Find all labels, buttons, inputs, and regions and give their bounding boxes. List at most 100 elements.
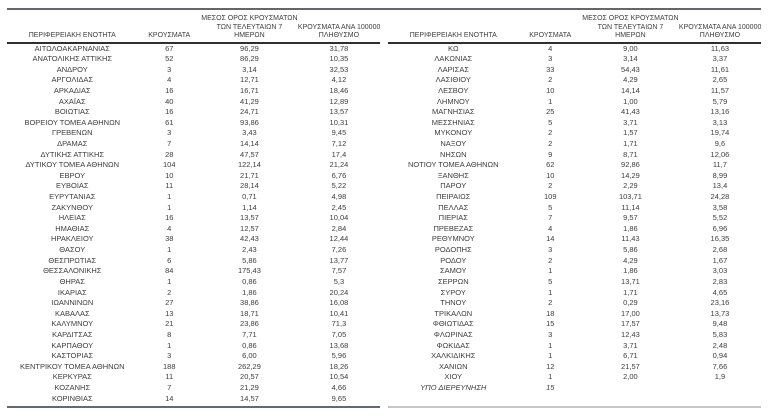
table-header: ΠΕΡΙΦΕΡΕΙΑΚΗ ΕΝΟΤΗΤΑ ΚΡΟΥΣΜΑΤΑ ΜΕΣΟΣ ΟΡΟ… <box>388 10 761 44</box>
cases-cell: 4 <box>548 43 553 53</box>
region-cell: ΒΟΙΩΤΙΑΣ <box>54 107 90 117</box>
table-row: ΛΑΡΙΣΑΣ 33 54,43 11,61 <box>388 65 761 76</box>
cases-cell: 2 <box>548 298 553 308</box>
avg7-cell: 103,71 <box>618 192 642 202</box>
region-cell: ΑΧΑΪΑΣ <box>58 96 86 106</box>
avg7-cell: 47,57 <box>240 149 259 159</box>
table-row: ΕΥΡΥΤΑΝΙΑΣ 1 0,71 4,98 <box>7 192 380 203</box>
per100k-cell: 17,4 <box>331 149 347 159</box>
region-cell: ΗΜΑΘΙΑΣ <box>55 223 90 233</box>
header-region: ΠΕΡΙΦΕΡΕΙΑΚΗ ΕΝΟΤΗΤΑ <box>7 32 138 41</box>
per100k-cell: 8,99 <box>712 170 728 180</box>
table-row: ΜΑΓΝΗΣΙΑΣ 25 41,43 13,16 <box>388 107 761 118</box>
avg7-cell: 17,57 <box>621 319 640 329</box>
per100k-cell: 4,66 <box>331 383 347 392</box>
cases-cell: 13 <box>165 308 174 318</box>
per100k-cell: 2,83 <box>712 276 728 286</box>
per100k-cell: 11,63 <box>710 43 730 53</box>
region-cell: ΣΕΡΡΩΝ <box>437 276 469 286</box>
table-row: ΦΛΩΡΙΝΑΣ 3 12,43 5,83 <box>388 330 761 341</box>
header-avg7: ΜΕΣΟΣ ΟΡΟΣ ΚΡΟΥΣΜΑΤΩΝ ΤΩΝ ΤΕΛΕΥΤΑΙΩΝ 7 Η… <box>582 15 679 41</box>
cases-cell: 7 <box>167 138 172 148</box>
table-row: ΚΑΡΠΑΘΟΥ 1 0,86 13,68 <box>7 341 380 352</box>
table-row: ΠΕΛΛΑΣ 5 11,14 3,58 <box>388 203 761 214</box>
per100k-cell: 16,08 <box>329 298 349 308</box>
region-cell: ΑΡΚΑΔΙΑΣ <box>53 85 91 95</box>
table-row: ΓΡΕΒΕΝΩΝ 3 3,43 9,45 <box>7 128 380 139</box>
per100k-cell: 5,3 <box>333 276 345 286</box>
header-per100k-line1: ΚΡΟΥΣΜΑΤΑ ΑΝΑ 100000 <box>297 23 380 31</box>
per100k-cell: 7,57 <box>331 266 347 276</box>
table-row: ΠΙΕΡΙΑΣ 7 9,57 5,52 <box>388 213 761 224</box>
cases-cell: 16 <box>165 213 174 223</box>
region-cell: ΛΗΜΝΟΥ <box>436 96 470 106</box>
avg7-cell: 5,86 <box>242 255 257 265</box>
region-cell: ΓΡΕΒΕΝΩΝ <box>51 128 93 138</box>
per100k-cell: 9,45 <box>331 128 347 138</box>
table-row: ΜΕΣΣΗΝΙΑΣ 5 3,71 3,13 <box>388 118 761 129</box>
per100k-cell: 12,06 <box>710 149 730 159</box>
table-row: ΚΟΖΑΝΗΣ 7 21,29 4,66 <box>7 383 380 394</box>
table-row: ΧΙΟΥ 1 2,00 1,9 <box>388 372 761 383</box>
region-cell: ΥΠΟ ΔΙΕΡΕΥΝΗΣΗ <box>420 383 487 392</box>
table-row: ΙΚΑΡΙΑΣ 2 1,86 20,24 <box>7 288 380 299</box>
header-cases: ΚΡΟΥΣΜΑΤΑ <box>519 32 582 41</box>
avg7-cell: 262,29 <box>237 361 261 371</box>
avg7-cell: 2,29 <box>623 181 638 191</box>
per100k-cell: 5,52 <box>712 213 728 223</box>
region-cell: ΗΛΕΙΑΣ <box>58 213 86 223</box>
regional-cases-report: ΠΕΡΙΦΕΡΕΙΑΚΗ ΕΝΟΤΗΤΑ ΚΡΟΥΣΜΑΤΑ ΜΕΣΟΣ ΟΡΟ… <box>7 8 761 408</box>
region-cell: ΛΑΡΙΣΑΣ <box>437 64 469 74</box>
per100k-cell: 5,83 <box>712 329 728 339</box>
table-row: ΦΘΙΩΤΙΔΑΣ 15 17,57 9,48 <box>388 319 761 330</box>
per100k-cell: 3,03 <box>712 266 728 276</box>
per100k-cell: 6,76 <box>331 170 347 180</box>
cases-cell: 7 <box>167 383 172 392</box>
table-row: ΠΑΡΟΥ 2 2,29 13,4 <box>388 181 761 192</box>
per100k-cell: 3,13 <box>712 117 728 127</box>
cases-cell: 3 <box>548 245 553 255</box>
table-row: ΤΗΝΟΥ 2 0,29 23,16 <box>388 298 761 309</box>
region-cell: ΧΑΛΚΙΔΙΚΗΣ <box>431 351 476 361</box>
avg7-cell: 1,00 <box>623 96 638 106</box>
region-cell: ΖΑΚΥΝΘΟΥ <box>51 202 93 212</box>
region-cell: ΝΟΤΙΟΥ ΤΟΜΕΑ ΑΘΗΝΩΝ <box>407 160 499 170</box>
header-avg7-line3: ΗΜΕΡΩΝ <box>615 32 646 39</box>
table-row: ΤΡΙΚΑΛΩΝ 18 17,00 13,73 <box>388 309 761 320</box>
avg7-cell: 41,29 <box>240 96 259 106</box>
region-cell: ΘΕΣΠΡΩΤΙΑΣ <box>48 255 97 265</box>
region-cell: ΕΥΡΥΤΑΝΙΑΣ <box>49 192 96 202</box>
cases-cell: 3 <box>167 351 172 361</box>
region-cell: ΗΡΑΚΛΕΙΟΥ <box>50 234 94 244</box>
avg7-cell: 28,14 <box>240 181 259 191</box>
avg7-cell: 3,71 <box>623 117 638 127</box>
region-cell: ΛΑΚΩΝΙΑΣ <box>434 54 473 64</box>
avg7-cell: 6,00 <box>242 351 257 361</box>
region-cell: ΔΥΤΙΚΗΣ ΑΤΤΙΚΗΣ <box>40 149 105 159</box>
avg7-cell: 1,86 <box>242 287 257 297</box>
table-row: ΛΑΚΩΝΙΑΣ 3 3,14 3,37 <box>388 54 761 65</box>
regional-cases-table-right: ΠΕΡΙΦΕΡΕΙΑΚΗ ΕΝΟΤΗΤΑ ΚΡΟΥΣΜΑΤΑ ΜΕΣΟΣ ΟΡΟ… <box>388 10 761 408</box>
cases-cell: 16 <box>165 107 174 117</box>
avg7-cell: 17,00 <box>621 308 640 318</box>
cases-cell: 28 <box>165 149 174 159</box>
region-cell: ΚΕΝΤΡΙΚΟΥ ΤΟΜΕΑ ΑΘΗΝΩΝ <box>19 361 125 371</box>
cases-cell: 61 <box>165 117 174 127</box>
region-cell: ΜΑΓΝΗΣΙΑΣ <box>431 107 475 117</box>
region-cell: ΚΑΣΤΟΡΙΑΣ <box>51 351 94 361</box>
cases-cell: 7 <box>548 213 553 223</box>
region-cell: ΚΩ <box>447 43 459 53</box>
avg7-cell: 9,00 <box>623 43 638 53</box>
table-row: ΚΟΡΙΝΘΙΑΣ 14 14,57 9,65 <box>7 394 380 405</box>
per100k-cell: 10,31 <box>329 117 349 127</box>
region-cell: ΞΑΝΘΗΣ <box>437 170 469 180</box>
cases-cell: 18 <box>546 308 555 318</box>
per100k-cell: 10,41 <box>329 308 349 318</box>
avg7-cell: 8,71 <box>623 149 638 159</box>
cases-cell: 1 <box>167 340 172 350</box>
avg7-cell: 14,29 <box>621 170 640 180</box>
region-cell: ΤΗΝΟΥ <box>440 298 467 308</box>
avg7-cell: 11,43 <box>621 234 640 244</box>
per100k-cell: 9,48 <box>712 319 728 329</box>
region-cell: ΦΘΙΩΤΙΔΑΣ <box>432 319 474 329</box>
